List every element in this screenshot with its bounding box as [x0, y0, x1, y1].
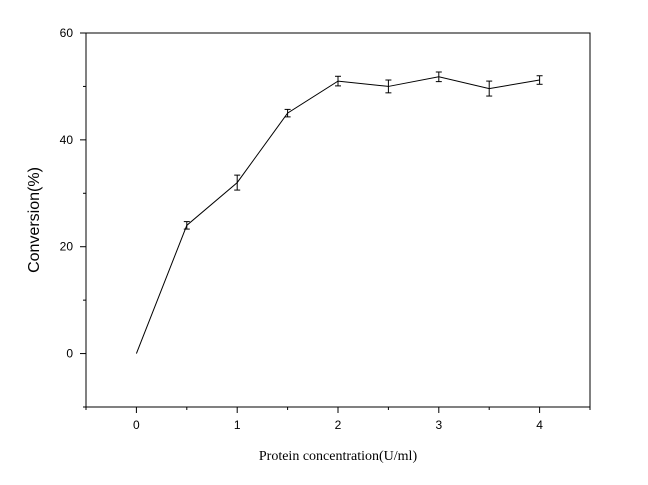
x-axis-label: Protein concentration(U/ml) [259, 449, 418, 464]
error-bar [335, 75, 341, 87]
error-bar [183, 221, 190, 230]
x-axis-ticks: 0 1 2 3 4 [85, 407, 591, 432]
error-bar [284, 108, 291, 118]
y-tick-label: 40 [60, 133, 74, 147]
error-bar [536, 75, 543, 85]
y-tick-label: 60 [60, 26, 74, 40]
series-layer [135, 71, 543, 354]
x-tick-label: 1 [234, 418, 241, 432]
error-bar [486, 80, 493, 97]
series-line [135, 76, 540, 354]
error-bar [385, 79, 392, 94]
plot-frame [85, 32, 591, 408]
y-tick-label: 20 [60, 240, 74, 254]
y-axis-label: Conversion(%) [26, 167, 43, 273]
error-bar [234, 174, 241, 191]
x-tick-label: 4 [536, 418, 543, 432]
x-tick-label: 2 [335, 418, 342, 432]
x-tick-label: 0 [133, 418, 140, 432]
y-axis-ticks: 0 20 40 60 [60, 26, 86, 408]
y-tick-label: 0 [66, 347, 73, 361]
x-tick-label: 3 [435, 418, 442, 432]
error-bar [435, 71, 442, 83]
